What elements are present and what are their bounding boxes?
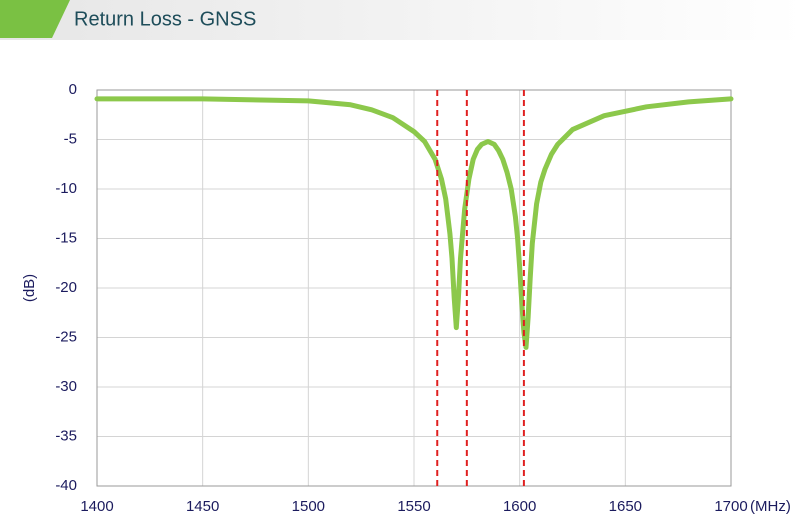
- y-tick-label: -40: [55, 477, 77, 494]
- y-tick-label: -20: [55, 279, 77, 296]
- y-tick-label: 0: [69, 81, 77, 98]
- header-band: [0, 0, 804, 40]
- x-tick-label: 1450: [186, 498, 219, 515]
- plot-border: [96, 89, 732, 487]
- x-tick-label: 1400: [80, 498, 113, 515]
- x-tick-label: 1550: [397, 498, 430, 515]
- x-axis-label: (MHz): [750, 498, 791, 515]
- x-tick-label: 1650: [609, 498, 642, 515]
- return-loss-line: [94, 96, 734, 350]
- y-tick-label: -25: [55, 328, 77, 345]
- y-axis-label: (dB): [21, 274, 38, 302]
- y-tick-label: -5: [64, 130, 77, 147]
- y-tick-label: -35: [55, 427, 77, 444]
- y-tick-label: -30: [55, 378, 77, 395]
- x-tick-label: 1700: [714, 498, 747, 515]
- y-tick-label: -15: [55, 229, 77, 246]
- y-tick-label: -10: [55, 180, 77, 197]
- header-accent: [0, 0, 70, 38]
- x-tick-label: 1600: [503, 498, 536, 515]
- x-tick-label: 1500: [292, 498, 325, 515]
- chart-title: Return Loss - GNSS: [74, 8, 256, 30]
